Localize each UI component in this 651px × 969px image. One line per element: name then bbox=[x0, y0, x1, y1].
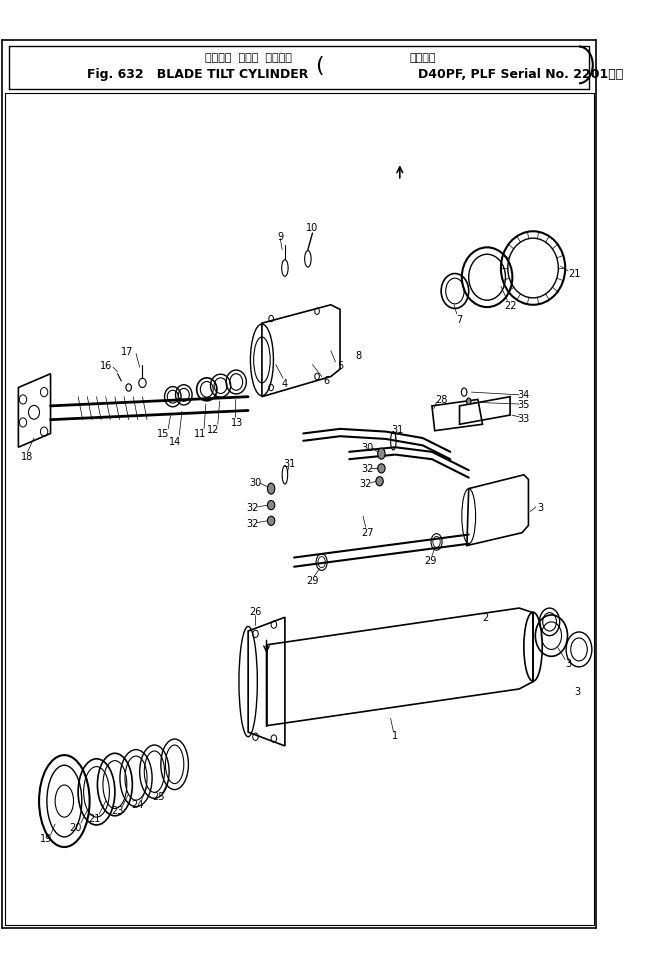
Text: 32: 32 bbox=[361, 464, 374, 474]
Text: 16: 16 bbox=[100, 360, 112, 370]
Text: 3: 3 bbox=[574, 686, 580, 696]
Text: 適用号機: 適用号機 bbox=[409, 52, 436, 63]
Text: 12: 12 bbox=[207, 424, 219, 434]
Text: 7: 7 bbox=[456, 314, 463, 325]
Text: 2: 2 bbox=[482, 612, 488, 623]
Ellipse shape bbox=[268, 484, 275, 494]
Text: 34: 34 bbox=[518, 390, 530, 399]
Text: 25: 25 bbox=[153, 792, 165, 801]
Text: (: ( bbox=[316, 56, 324, 76]
Ellipse shape bbox=[376, 477, 383, 486]
Text: 32: 32 bbox=[247, 518, 259, 528]
Text: 6: 6 bbox=[323, 376, 329, 386]
Text: 28: 28 bbox=[435, 395, 447, 405]
Text: 20: 20 bbox=[69, 822, 81, 832]
Text: 11: 11 bbox=[194, 429, 206, 439]
Text: 22: 22 bbox=[504, 300, 516, 310]
Text: 30: 30 bbox=[249, 478, 262, 487]
Text: 4: 4 bbox=[282, 379, 288, 389]
Text: 29: 29 bbox=[424, 555, 436, 566]
Text: 33: 33 bbox=[518, 414, 530, 423]
Text: 8: 8 bbox=[355, 351, 361, 361]
Ellipse shape bbox=[466, 398, 471, 405]
Text: 19: 19 bbox=[40, 833, 52, 843]
Text: 27: 27 bbox=[361, 527, 374, 537]
Text: 35: 35 bbox=[518, 399, 530, 410]
Text: 10: 10 bbox=[307, 223, 318, 233]
Ellipse shape bbox=[378, 449, 385, 459]
Text: D40PF, PLF Serial No. 2201～）: D40PF, PLF Serial No. 2201～） bbox=[418, 68, 624, 80]
Text: 32: 32 bbox=[359, 479, 372, 488]
Text: ブレード  チルト  シリンダ: ブレード チルト シリンダ bbox=[204, 52, 292, 63]
Text: 9: 9 bbox=[277, 232, 283, 241]
Text: 3: 3 bbox=[537, 503, 544, 513]
Ellipse shape bbox=[268, 516, 275, 526]
Text: Fig. 632   BLADE TILT CYLINDER: Fig. 632 BLADE TILT CYLINDER bbox=[87, 68, 309, 80]
Text: 30: 30 bbox=[361, 443, 374, 453]
Text: 21: 21 bbox=[568, 268, 581, 278]
Text: 26: 26 bbox=[249, 607, 262, 616]
Text: 21: 21 bbox=[89, 813, 101, 823]
Text: 24: 24 bbox=[132, 799, 144, 809]
Text: 14: 14 bbox=[169, 436, 181, 447]
Text: 31: 31 bbox=[391, 424, 403, 434]
Text: 29: 29 bbox=[306, 576, 318, 586]
Text: 3: 3 bbox=[565, 659, 571, 669]
Text: 1: 1 bbox=[392, 731, 398, 740]
Text: 23: 23 bbox=[111, 805, 124, 816]
Text: 5: 5 bbox=[337, 360, 343, 370]
Ellipse shape bbox=[268, 501, 275, 511]
Text: 32: 32 bbox=[247, 503, 259, 513]
Text: 15: 15 bbox=[158, 429, 170, 439]
Text: 17: 17 bbox=[120, 346, 133, 357]
Text: 13: 13 bbox=[231, 418, 243, 428]
Text: 18: 18 bbox=[21, 452, 34, 462]
Ellipse shape bbox=[378, 464, 385, 474]
Text: 31: 31 bbox=[283, 458, 296, 468]
